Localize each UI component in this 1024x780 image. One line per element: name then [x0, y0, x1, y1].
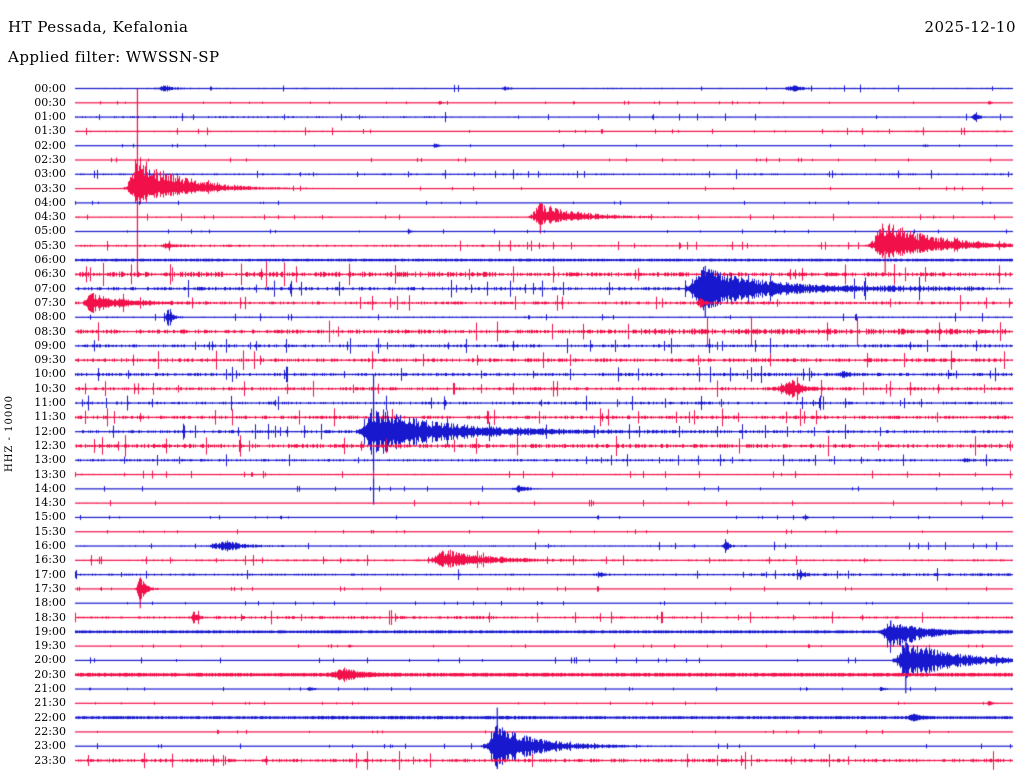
helicorder-canvas — [0, 0, 1024, 780]
helicorder-page: HT Pessada, Kefalonia Applied filter: WW… — [0, 0, 1024, 780]
